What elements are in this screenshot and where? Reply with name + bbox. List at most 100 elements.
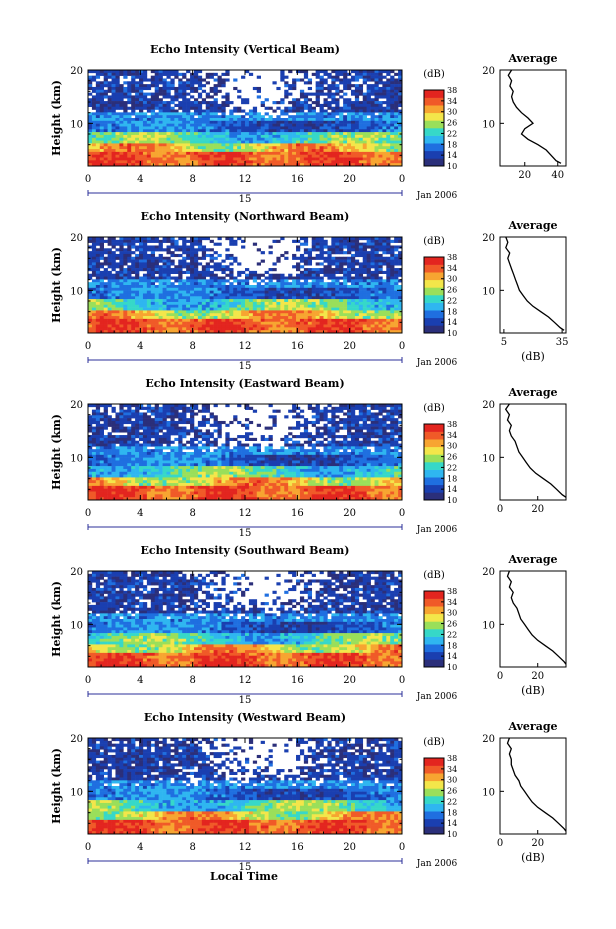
heatmap-cell — [276, 149, 281, 153]
heatmap-cell — [272, 290, 277, 294]
heatmap-cell — [362, 126, 367, 130]
heatmap-cell — [362, 293, 367, 297]
heatmap-cell — [292, 282, 297, 286]
heatmap-cell — [111, 84, 116, 88]
heatmap-cell — [241, 129, 246, 133]
heatmap-cell — [201, 146, 207, 150]
heatmap-cell — [107, 126, 112, 130]
heatmap-cell — [307, 324, 313, 328]
heatmap-cell — [319, 103, 324, 107]
heatmap-cell — [319, 75, 324, 79]
heatmap-cell — [323, 270, 328, 274]
heatmap-cell — [205, 318, 210, 322]
heatmap-cell — [217, 313, 222, 317]
heatmap-cell — [182, 126, 187, 130]
heatmap-cell — [154, 313, 159, 317]
heatmap-cell — [205, 132, 210, 136]
heatmap-cell — [386, 285, 391, 289]
heatmap-cell — [190, 137, 195, 141]
heatmap-cell — [178, 316, 183, 320]
heatmap-cell — [162, 265, 167, 269]
heatmap-cell — [366, 151, 371, 155]
heatmap-cell — [142, 242, 148, 246]
heatmap-cell — [245, 137, 250, 141]
heatmap-cell — [284, 151, 289, 155]
heatmap-cell — [233, 157, 238, 161]
heatmap-cell — [280, 324, 285, 328]
heatmap-cell — [378, 262, 383, 266]
heatmap-cell — [366, 318, 371, 322]
heatmap-cell — [209, 137, 214, 141]
heatmap-cell — [339, 132, 344, 136]
heatmap-cell — [272, 316, 277, 320]
heatmap-cell — [264, 285, 269, 289]
heatmap-cell — [154, 129, 159, 133]
heatmap-cell — [323, 143, 328, 147]
heatmap-cell — [284, 251, 289, 255]
heatmap-cell — [394, 103, 399, 107]
heatmap-cell — [311, 157, 316, 161]
heatmap-cell — [111, 120, 116, 124]
heatmap-cell — [197, 327, 203, 331]
heatmap-cell — [95, 149, 101, 153]
heatmap-cell — [111, 101, 116, 105]
heatmap-cell — [390, 143, 395, 147]
heatmap-cell — [178, 103, 183, 107]
heatmap-cell — [323, 406, 328, 410]
heatmap-cell — [209, 129, 214, 133]
heatmap-cell — [190, 149, 195, 153]
heatmap-cell — [382, 118, 387, 122]
heatmap-cell — [193, 265, 199, 269]
heatmap-cell — [99, 251, 104, 255]
heatmap-cell — [394, 318, 399, 322]
heatmap-cell — [139, 299, 144, 303]
heatmap-cell — [327, 146, 332, 150]
heatmap-cell — [162, 279, 167, 283]
heatmap-cell — [398, 262, 403, 266]
heatmap-cell — [319, 304, 324, 308]
heatmap-cell — [288, 118, 293, 122]
heatmap-cell — [386, 409, 391, 413]
heatmap-cell — [386, 296, 391, 300]
heatmap-cell — [225, 157, 230, 161]
heatmap-cell — [158, 287, 163, 291]
heatmap-cell — [303, 310, 309, 314]
heatmap-cell — [378, 157, 383, 161]
heatmap-cell — [197, 304, 203, 308]
heatmap-cell — [323, 307, 328, 311]
heatmap-cell — [91, 78, 97, 82]
heatmap-cell — [174, 406, 179, 410]
heatmap-cell — [260, 299, 265, 303]
heatmap-cell — [241, 279, 246, 283]
heatmap-cell — [197, 129, 203, 133]
heatmap-cell — [335, 259, 340, 263]
heatmap-cell — [327, 140, 332, 144]
heatmap-cell — [354, 84, 360, 88]
heatmap-cell — [362, 101, 367, 105]
heatmap-cell — [190, 81, 195, 85]
heatmap-cell — [135, 95, 140, 99]
heatmap-cell — [123, 242, 128, 246]
heatmap-cell — [288, 84, 293, 88]
heatmap-cell — [205, 115, 210, 119]
heatmap-cell — [382, 262, 387, 266]
heatmap-cell — [103, 163, 108, 167]
heatmap-cell — [131, 98, 136, 102]
heatmap-cell — [319, 78, 324, 82]
heatmap-cell — [248, 324, 254, 328]
heatmap-cell — [292, 146, 297, 150]
heatmap-cell — [158, 103, 163, 107]
heatmap-cell — [201, 327, 207, 331]
heatmap-cell — [299, 242, 305, 246]
heatmap-cell — [154, 330, 159, 334]
heatmap-cell — [252, 296, 258, 300]
heatmap-cell — [292, 103, 297, 107]
heatmap-cell — [127, 318, 132, 322]
heatmap-cell — [398, 239, 403, 243]
heatmap-cell — [119, 126, 124, 130]
heatmap-cell — [303, 282, 309, 286]
heatmap-cell — [299, 330, 305, 334]
colorbar-swatch — [424, 302, 444, 311]
heatmap-cell — [248, 318, 254, 322]
heatmap-cell — [178, 140, 183, 144]
